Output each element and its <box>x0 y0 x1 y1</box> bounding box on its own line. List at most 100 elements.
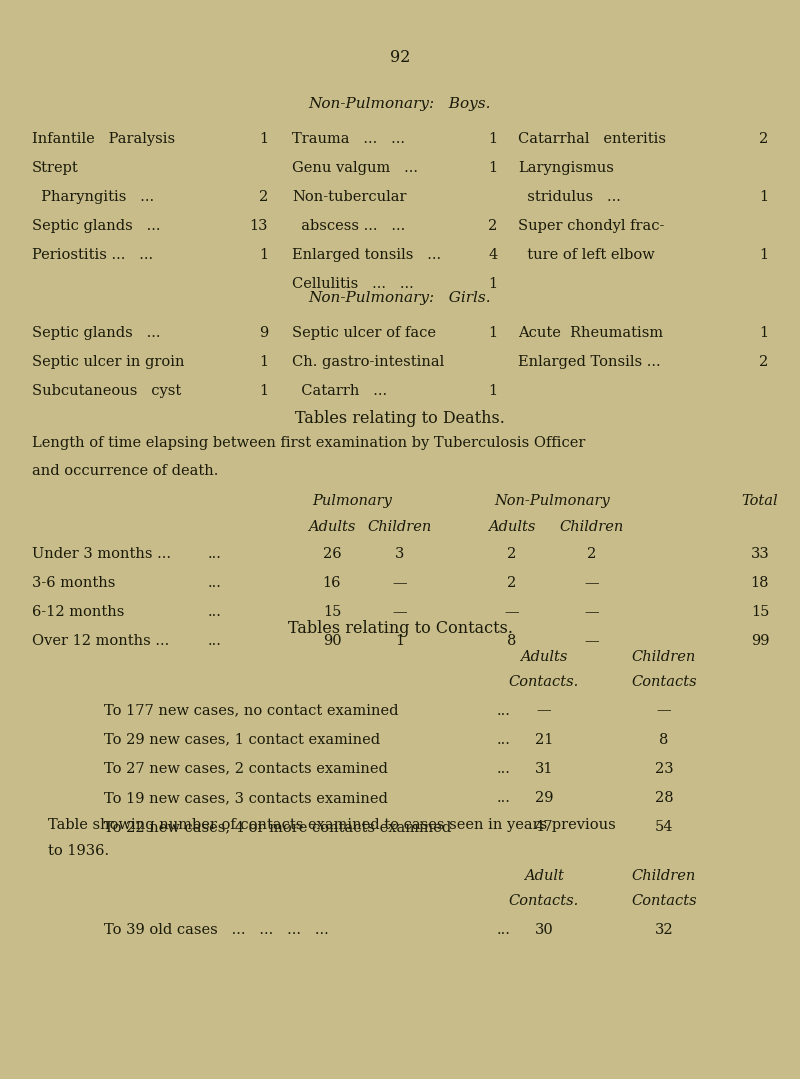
Text: 33: 33 <box>750 547 770 561</box>
Text: 13: 13 <box>250 219 268 233</box>
Text: 16: 16 <box>322 576 342 590</box>
Text: 8: 8 <box>507 634 517 648</box>
Text: 1: 1 <box>759 248 768 262</box>
Text: Super chondyl frac-: Super chondyl frac- <box>518 219 665 233</box>
Text: —: — <box>585 576 599 590</box>
Text: —: — <box>657 704 671 718</box>
Text: Periostitis ...   ...: Periostitis ... ... <box>32 248 153 262</box>
Text: 1: 1 <box>489 161 498 175</box>
Text: Adults: Adults <box>488 520 536 534</box>
Text: To 19 new cases, 3 contacts examined: To 19 new cases, 3 contacts examined <box>104 791 388 805</box>
Text: 3: 3 <box>395 547 405 561</box>
Text: Acute  Rheumatism: Acute Rheumatism <box>518 326 663 340</box>
Text: ...: ... <box>497 762 511 776</box>
Text: Laryngismus: Laryngismus <box>518 161 614 175</box>
Text: Under 3 months ...: Under 3 months ... <box>32 547 171 561</box>
Text: 15: 15 <box>751 605 769 619</box>
Text: 1: 1 <box>489 277 498 291</box>
Text: and occurrence of death.: and occurrence of death. <box>32 464 218 478</box>
Text: Enlarged Tonsils ...: Enlarged Tonsils ... <box>518 355 661 369</box>
Text: —: — <box>393 605 407 619</box>
Text: Septic ulcer in groin: Septic ulcer in groin <box>32 355 185 369</box>
Text: 2: 2 <box>758 132 768 146</box>
Text: 28: 28 <box>654 791 674 805</box>
Text: Infantile   Paralysis: Infantile Paralysis <box>32 132 175 146</box>
Text: To 39 old cases   ...   ...   ...   ...: To 39 old cases ... ... ... ... <box>104 923 329 937</box>
Text: Adult: Adult <box>524 869 564 883</box>
Text: 2: 2 <box>258 190 268 204</box>
Text: —: — <box>585 634 599 648</box>
Text: ...: ... <box>497 791 511 805</box>
Text: Over 12 months ...: Over 12 months ... <box>32 634 170 648</box>
Text: 23: 23 <box>654 762 674 776</box>
Text: ...: ... <box>208 605 222 619</box>
Text: Septic glands   ...: Septic glands ... <box>32 219 161 233</box>
Text: Subcutaneous   cyst: Subcutaneous cyst <box>32 384 182 398</box>
Text: Cellulitis   ...   ...: Cellulitis ... ... <box>292 277 414 291</box>
Text: Adults: Adults <box>308 520 356 534</box>
Text: 1: 1 <box>759 190 768 204</box>
Text: Strept: Strept <box>32 161 78 175</box>
Text: 1: 1 <box>395 634 405 648</box>
Text: to 1936.: to 1936. <box>48 844 109 858</box>
Text: 9: 9 <box>258 326 268 340</box>
Text: 2: 2 <box>758 355 768 369</box>
Text: —: — <box>393 576 407 590</box>
Text: —: — <box>537 704 551 718</box>
Text: To 22 new cases, 4 or more contacts examined: To 22 new cases, 4 or more contacts exam… <box>104 820 451 834</box>
Text: 29: 29 <box>534 791 554 805</box>
Text: ...: ... <box>208 547 222 561</box>
Text: 1: 1 <box>489 326 498 340</box>
Text: ...: ... <box>208 576 222 590</box>
Text: 1: 1 <box>489 384 498 398</box>
Text: 2: 2 <box>587 547 597 561</box>
Text: stridulus   ...: stridulus ... <box>518 190 622 204</box>
Text: 1: 1 <box>259 248 268 262</box>
Text: 2: 2 <box>507 576 517 590</box>
Text: 1: 1 <box>759 326 768 340</box>
Text: Total: Total <box>742 494 778 508</box>
Text: Contacts.: Contacts. <box>509 894 579 909</box>
Text: 54: 54 <box>654 820 674 834</box>
Text: Non-Pulmonary:   Girls.: Non-Pulmonary: Girls. <box>309 291 491 305</box>
Text: Genu valgum   ...: Genu valgum ... <box>292 161 418 175</box>
Text: Contacts.: Contacts. <box>509 675 579 689</box>
Text: Trauma   ...   ...: Trauma ... ... <box>292 132 405 146</box>
Text: Catarrhal   enteritis: Catarrhal enteritis <box>518 132 666 146</box>
Text: 3-6 months: 3-6 months <box>32 576 115 590</box>
Text: Non-Pulmonary:   Boys.: Non-Pulmonary: Boys. <box>309 97 491 111</box>
Text: Pulmonary: Pulmonary <box>312 494 392 508</box>
Text: To 177 new cases, no contact examined: To 177 new cases, no contact examined <box>104 704 398 718</box>
Text: 30: 30 <box>534 923 554 937</box>
Text: 1: 1 <box>489 132 498 146</box>
Text: 32: 32 <box>654 923 674 937</box>
Text: Children: Children <box>560 520 624 534</box>
Text: 2: 2 <box>488 219 498 233</box>
Text: 21: 21 <box>535 733 553 747</box>
Text: Ch. gastro-intestinal: Ch. gastro-intestinal <box>292 355 444 369</box>
Text: Contacts: Contacts <box>631 894 697 909</box>
Text: 15: 15 <box>323 605 341 619</box>
Text: Catarrh   ...: Catarrh ... <box>292 384 387 398</box>
Text: ...: ... <box>497 704 511 718</box>
Text: 99: 99 <box>750 634 770 648</box>
Text: Septic ulcer of face: Septic ulcer of face <box>292 326 436 340</box>
Text: To 29 new cases, 1 contact examined: To 29 new cases, 1 contact examined <box>104 733 380 747</box>
Text: 1: 1 <box>259 355 268 369</box>
Text: 47: 47 <box>534 820 554 834</box>
Text: 31: 31 <box>534 762 554 776</box>
Text: Tables relating to Deaths.: Tables relating to Deaths. <box>295 410 505 427</box>
Text: Pharyngitis   ...: Pharyngitis ... <box>32 190 154 204</box>
Text: ...: ... <box>497 733 511 747</box>
Text: 90: 90 <box>322 634 342 648</box>
Text: Table showing number of contacts examined to cases seen in years previous: Table showing number of contacts examine… <box>48 818 616 832</box>
Text: 1: 1 <box>259 384 268 398</box>
Text: 26: 26 <box>322 547 342 561</box>
Text: Non-Pulmonary: Non-Pulmonary <box>494 494 610 508</box>
Text: Tables relating to Contacts.: Tables relating to Contacts. <box>287 620 513 638</box>
Text: 4: 4 <box>488 248 498 262</box>
Text: 1: 1 <box>259 132 268 146</box>
Text: Adults: Adults <box>520 650 568 664</box>
Text: Contacts: Contacts <box>631 675 697 689</box>
Text: Enlarged tonsils   ...: Enlarged tonsils ... <box>292 248 441 262</box>
